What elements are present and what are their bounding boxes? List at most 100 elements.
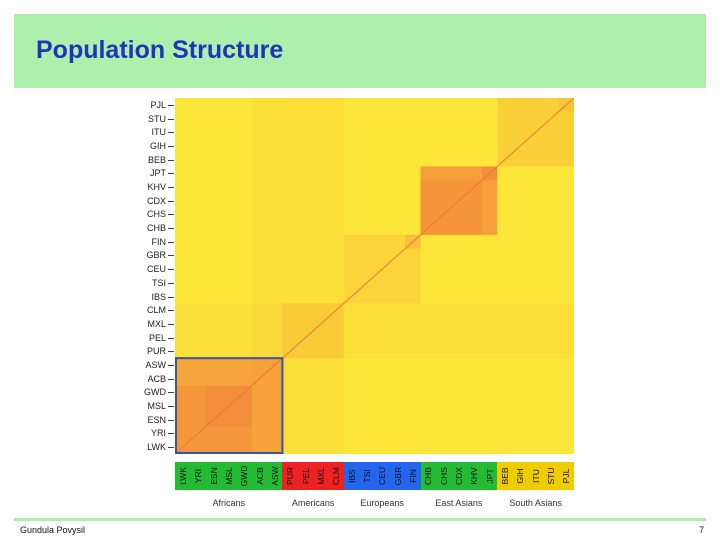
row-tick bbox=[168, 310, 174, 312]
african-highlight-box bbox=[175, 357, 284, 454]
row-tick bbox=[168, 378, 174, 380]
row-tick bbox=[168, 269, 174, 271]
col-cell-gih: GIH bbox=[512, 462, 529, 490]
col-cell-gbr: GBR bbox=[389, 462, 406, 490]
row-label-asw: ASW bbox=[145, 360, 166, 370]
col-label: YRI bbox=[193, 468, 204, 484]
page-number: 7 bbox=[698, 525, 704, 535]
row-tick bbox=[168, 433, 174, 435]
row-label-yri: YRI bbox=[150, 428, 166, 439]
col-cell-beb: BEB bbox=[497, 462, 513, 490]
row-tick bbox=[168, 200, 174, 202]
col-cell-acb: ACB bbox=[251, 462, 268, 490]
group-label-africans: Africans bbox=[212, 498, 245, 508]
row-tick bbox=[168, 365, 174, 366]
diagonal bbox=[175, 98, 574, 454]
col-label: FIN bbox=[408, 469, 418, 483]
row-tick bbox=[168, 118, 174, 120]
col-cell-chs: CHS bbox=[435, 462, 452, 490]
col-cell-chb: CHB bbox=[420, 462, 437, 490]
row-label-ibs: IBS bbox=[151, 291, 166, 302]
col-label: LWK bbox=[177, 467, 188, 485]
title-bar: Population Structure bbox=[14, 14, 706, 88]
slide-title: Population Structure bbox=[36, 36, 284, 64]
col-cell-jpt: JPT bbox=[481, 462, 498, 490]
col-label: TSI bbox=[361, 469, 372, 483]
col-cell-fin: FIN bbox=[405, 462, 421, 490]
band-americans-vertical bbox=[282, 98, 344, 454]
row-label-gbr: GBR bbox=[146, 250, 166, 261]
row-label-pel: PEL bbox=[148, 332, 166, 343]
row-label-chs: CHS bbox=[146, 209, 166, 220]
col-cell-itu: ITU bbox=[527, 462, 544, 490]
footer-author: Gundula Povysil bbox=[20, 525, 86, 535]
row-tick bbox=[168, 296, 174, 298]
row-tick bbox=[168, 419, 174, 421]
footer-divider bbox=[14, 518, 706, 521]
row-label-chb: CHB bbox=[146, 223, 166, 234]
row-label-clm: CLM bbox=[146, 305, 166, 316]
col-label: PEL bbox=[300, 467, 311, 485]
row-label-cdx: CDX bbox=[146, 195, 166, 206]
row-tick bbox=[168, 145, 174, 147]
row-tick bbox=[168, 173, 174, 175]
row-tick bbox=[168, 323, 174, 325]
col-cell-khv: KHV bbox=[466, 462, 483, 490]
col-cell-clm: CLM bbox=[328, 462, 345, 490]
row-label-msl: MSL bbox=[147, 401, 166, 412]
row-tick bbox=[168, 392, 174, 394]
band-americans-horizontal bbox=[175, 303, 574, 359]
row-tick bbox=[168, 159, 174, 161]
col-cell-asw: ASW bbox=[267, 462, 283, 490]
col-label: CLM bbox=[331, 467, 342, 485]
row-labels: PJL STU ITU GIH BEB JPT KHV CDX CHS CHB FIN GBR CEU T… bbox=[122, 98, 174, 454]
col-label: ACB bbox=[254, 467, 265, 485]
col-cell-yri: YRI bbox=[190, 462, 206, 490]
col-cell-esn: ESN bbox=[205, 462, 222, 490]
col-label: GBR bbox=[392, 466, 403, 486]
row-label-itu: ITU bbox=[151, 127, 167, 138]
col-label: MXL bbox=[315, 467, 326, 485]
col-label: ASW bbox=[269, 466, 280, 486]
row-label-ceu: CEU bbox=[146, 264, 166, 275]
row-tick bbox=[168, 187, 174, 188]
column-label-strip: LWK YRI ESN MSL GWD ACB ASW PUR PEL MXL CLM IBS TSI C… bbox=[175, 462, 575, 490]
group-label-east-asians: East Asians bbox=[435, 498, 483, 508]
col-label: CDX bbox=[454, 467, 465, 485]
col-label: GWD bbox=[239, 465, 250, 487]
col-label: MSL bbox=[223, 467, 234, 485]
row-label-fin: FIN bbox=[151, 236, 167, 247]
col-label: BEB bbox=[500, 467, 511, 485]
col-cell-tsi: TSI bbox=[359, 462, 375, 490]
col-label: KHV bbox=[469, 467, 480, 485]
col-cell-pjl: PJL bbox=[558, 462, 575, 490]
row-label-gwd: GWD bbox=[144, 387, 166, 398]
col-cell-gwd: GWD bbox=[236, 462, 253, 490]
col-label: STU bbox=[546, 467, 557, 485]
row-tick bbox=[168, 282, 174, 284]
col-cell-msl: MSL bbox=[221, 462, 237, 490]
row-label-jpt: JPT bbox=[149, 168, 166, 179]
row-tick bbox=[168, 255, 174, 257]
col-cell-pel: PEL bbox=[297, 462, 314, 490]
band-admixed-african-vertical bbox=[251, 98, 283, 454]
group-label-europeans: Europeans bbox=[360, 498, 404, 508]
col-label: ITU bbox=[530, 469, 541, 483]
row-label-lwk: LWK bbox=[147, 442, 166, 453]
group-label-americans: Americans bbox=[291, 498, 335, 508]
col-label: PJL bbox=[561, 468, 572, 484]
row-label-acb: ACB bbox=[147, 373, 166, 384]
col-cell-cdx: CDX bbox=[451, 462, 467, 490]
row-tick bbox=[168, 214, 174, 216]
row-label-tsi: TSI bbox=[151, 277, 166, 288]
col-label: CEU bbox=[377, 467, 388, 485]
row-tick bbox=[168, 104, 174, 106]
row-label-stu: STU bbox=[148, 113, 166, 124]
row-label-khv: KHV bbox=[147, 182, 166, 192]
col-cell-pur: PUR bbox=[282, 462, 299, 490]
col-cell-ibs: IBS bbox=[343, 462, 360, 490]
col-label: IBS bbox=[346, 469, 357, 483]
group-label-south-asians: South Asians bbox=[509, 498, 562, 508]
row-label-mxl: MXL bbox=[147, 318, 166, 329]
col-label: CHS bbox=[438, 467, 449, 485]
